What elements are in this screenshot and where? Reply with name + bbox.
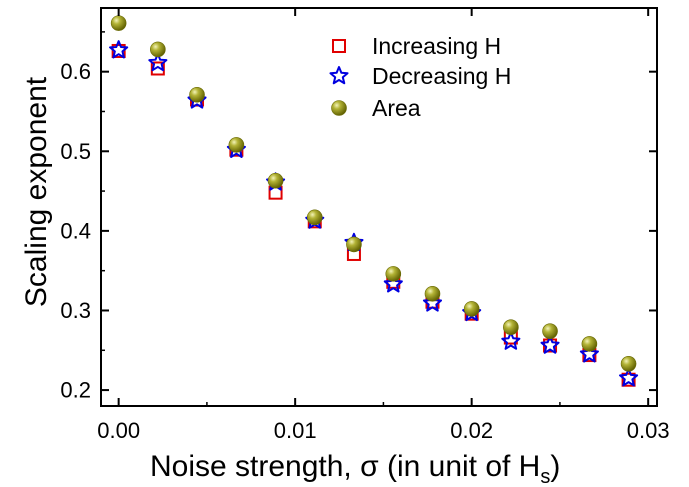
series-area <box>110 15 637 372</box>
data-point <box>501 331 521 350</box>
data-point <box>306 209 323 226</box>
data-point <box>267 172 284 189</box>
x-tick-label: 0.00 <box>97 418 140 443</box>
x-tick-label: 0.01 <box>274 418 317 443</box>
data-point <box>228 137 245 153</box>
data-point <box>424 285 441 302</box>
legend-marker-symbol <box>329 66 349 85</box>
data-point <box>150 61 165 76</box>
plot-area <box>109 15 639 387</box>
data-point <box>620 356 637 372</box>
series-decreasing-h <box>109 40 639 387</box>
data-point <box>111 43 126 58</box>
legend-item-increasing-h: Increasing H <box>332 33 501 59</box>
data-point <box>503 319 519 335</box>
data-point <box>346 236 362 253</box>
legend-marker-decreasing-h <box>329 66 349 85</box>
data-point <box>189 86 205 103</box>
data-point <box>542 323 558 339</box>
data-point <box>109 40 129 59</box>
y-axis-title: Scaling exponent <box>20 76 53 307</box>
data-point <box>148 52 168 72</box>
x-axis-title-suffix: ) <box>550 450 560 483</box>
legend-marker-increasing-h <box>332 39 346 53</box>
legend-item-area: Area <box>331 95 421 121</box>
data-point <box>621 372 636 387</box>
x-axis-title: Noise strength, σ (in unit of Hs) <box>150 450 560 487</box>
data-point <box>383 274 403 293</box>
legend: Increasing H Decreasing H Area <box>329 33 511 121</box>
x-tick-label: 0.02 <box>450 418 493 443</box>
legend-marker-symbol <box>332 39 346 53</box>
y-tick-label: 0.5 <box>60 139 91 164</box>
data-point <box>385 266 402 282</box>
y-tick-label: 0.2 <box>60 378 91 403</box>
data-point <box>581 336 598 352</box>
data-point <box>540 335 560 354</box>
x-axis-title-subscript: s <box>540 466 550 487</box>
y-tick-label: 0.6 <box>60 59 91 84</box>
legend-marker-area <box>331 100 347 116</box>
data-point <box>619 368 639 387</box>
data-point <box>579 344 599 363</box>
x-tick-label: 0.03 <box>627 418 670 443</box>
x-axis-title-main: Noise strength, σ (in unit of H <box>150 450 540 483</box>
plot-frame <box>100 7 658 407</box>
legend-label-decreasing-h: Decreasing H <box>372 63 511 89</box>
data-point <box>150 41 166 58</box>
data-point <box>463 301 480 317</box>
axes: 0.00 0.01 0.02 0.03 0.2 0.3 0.4 0.5 0.6 <box>60 7 670 443</box>
legend-label-area: Area <box>372 95 421 121</box>
legend-marker-symbol <box>331 100 347 116</box>
data-point <box>422 293 443 312</box>
legend-label-increasing-h: Increasing H <box>372 33 501 59</box>
y-tick-label: 0.3 <box>60 298 91 323</box>
y-tick-label: 0.4 <box>60 218 91 243</box>
legend-item-decreasing-h: Decreasing H <box>329 63 511 89</box>
data-point <box>110 15 127 31</box>
